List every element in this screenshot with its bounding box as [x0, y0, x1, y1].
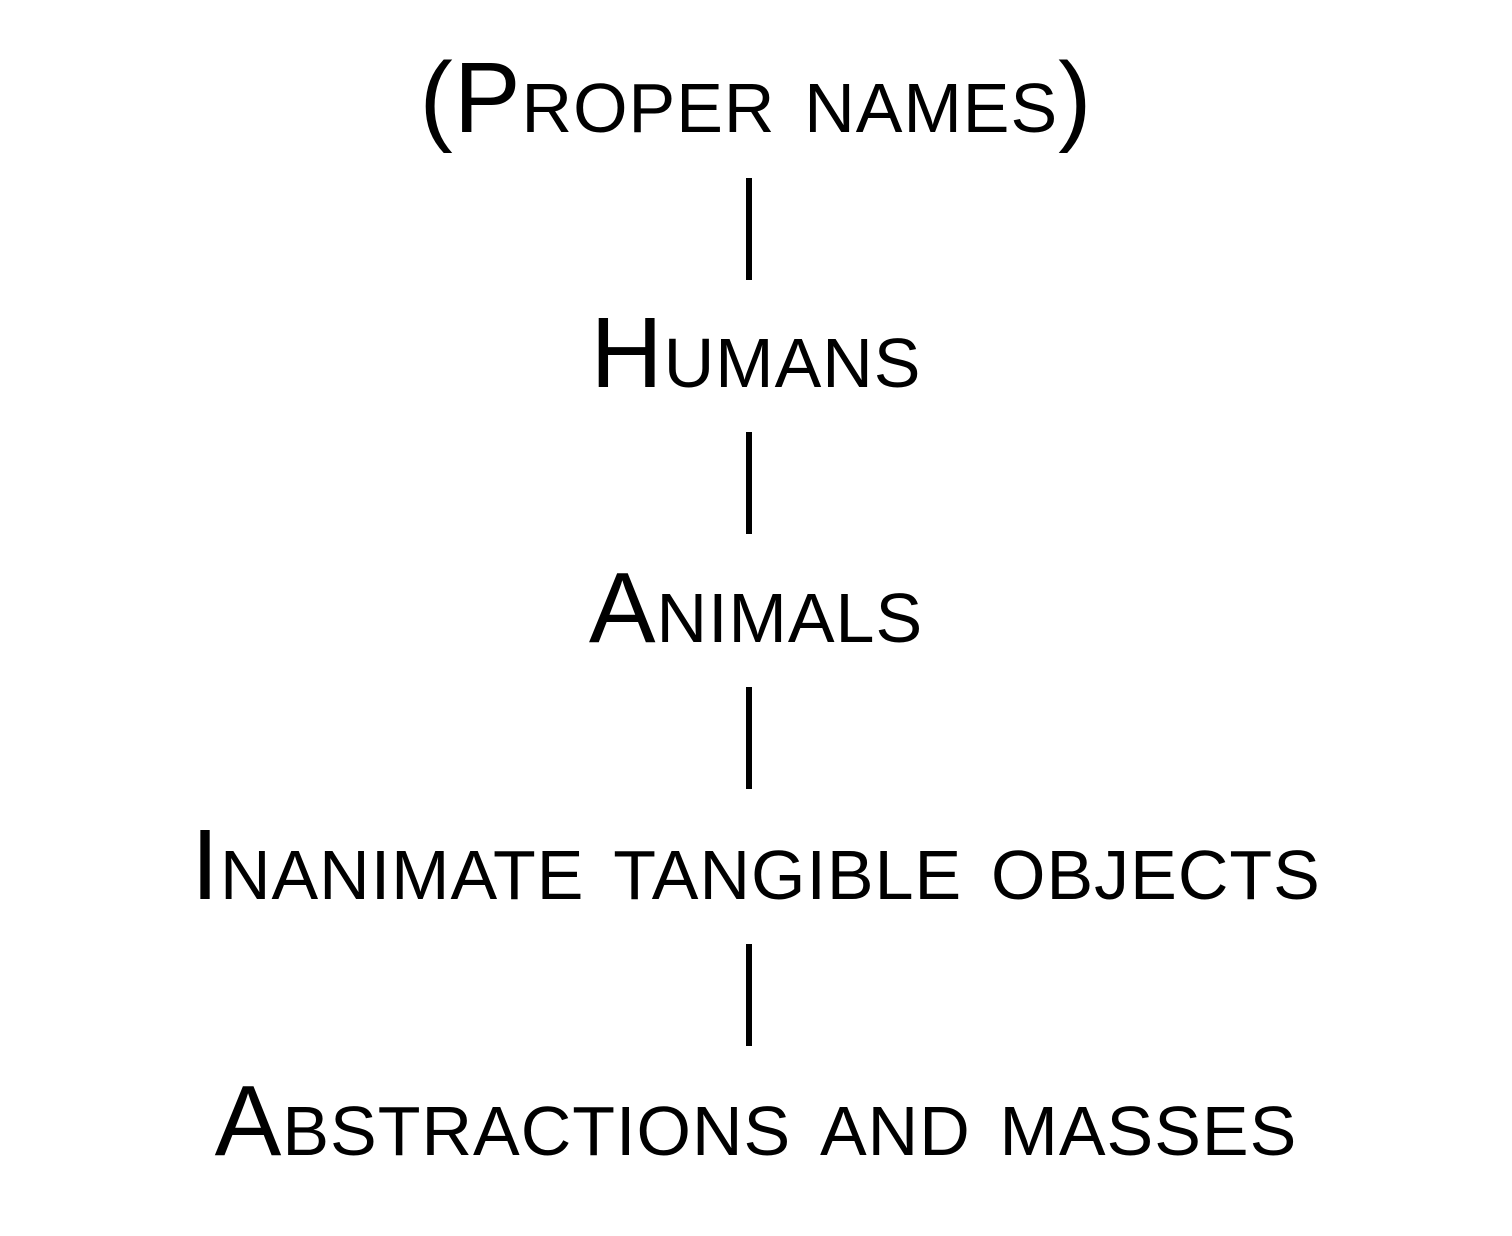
hierarchy-connector-line [746, 432, 752, 534]
hierarchy-level-humans: Humans [590, 297, 922, 409]
hierarchy-level-abstractions: Abstractions and masses [214, 1065, 1298, 1177]
hierarchy-level-proper-names: (Proper names) [419, 42, 1093, 154]
hierarchy-level-inanimate-objects: Inanimate tangible objects [191, 809, 1321, 921]
hierarchy-connector-line [746, 687, 752, 789]
hierarchy-connector-line [746, 944, 752, 1046]
hierarchy-level-animals: Animals [588, 552, 924, 664]
hierarchy-connector-line [746, 178, 752, 280]
